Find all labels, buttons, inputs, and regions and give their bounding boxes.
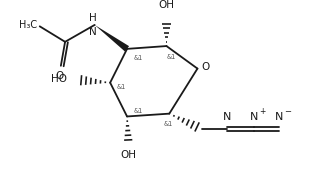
Text: &1: &1 [134, 108, 143, 114]
Text: N: N [223, 112, 231, 122]
Text: N: N [275, 112, 283, 122]
Text: &1: &1 [117, 84, 126, 90]
Text: N: N [250, 112, 258, 122]
Text: O: O [201, 62, 209, 72]
Text: O: O [55, 71, 64, 81]
Text: OH: OH [158, 0, 174, 10]
Text: −: − [284, 107, 291, 116]
Text: &1: &1 [133, 55, 142, 61]
Polygon shape [95, 25, 129, 52]
Text: &1: &1 [163, 121, 172, 127]
Text: &1: &1 [167, 54, 176, 60]
Text: H: H [89, 13, 97, 23]
Text: H₃C: H₃C [19, 20, 37, 30]
Text: +: + [259, 107, 265, 116]
Text: N: N [89, 27, 97, 37]
Text: HO: HO [51, 74, 67, 84]
Text: OH: OH [121, 150, 137, 160]
